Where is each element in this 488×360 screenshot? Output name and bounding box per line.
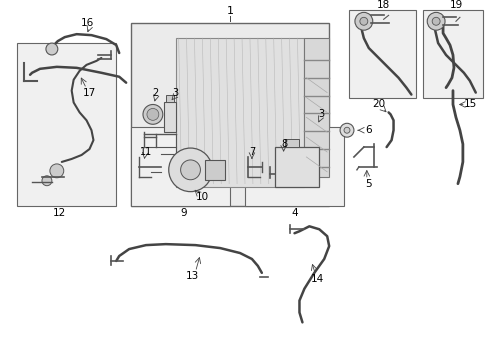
Text: 10: 10 [196, 192, 208, 202]
Text: 7: 7 [248, 147, 255, 157]
Bar [348, 10, 415, 98]
Circle shape [147, 108, 159, 120]
Text: 5: 5 [365, 179, 371, 189]
Text: 1: 1 [226, 6, 233, 17]
Circle shape [180, 160, 200, 180]
Text: 19: 19 [448, 0, 462, 10]
Bar [205, 160, 225, 180]
Bar [423, 10, 482, 98]
Text: 11: 11 [140, 147, 152, 157]
Text: 17: 17 [82, 87, 96, 98]
Bar [175, 38, 304, 187]
Bar [274, 147, 319, 187]
Bar [17, 43, 116, 207]
Text: 3: 3 [172, 87, 179, 98]
Text: 6: 6 [365, 125, 371, 135]
Text: 16: 16 [81, 18, 94, 28]
Bar [131, 127, 230, 207]
Text: 9: 9 [180, 208, 186, 219]
Bar [165, 95, 173, 103]
Bar [163, 103, 175, 132]
Circle shape [427, 12, 444, 30]
Text: 20: 20 [371, 99, 385, 109]
Text: 12: 12 [53, 208, 66, 219]
Circle shape [339, 123, 353, 137]
Circle shape [46, 43, 58, 55]
Text: 14: 14 [310, 274, 323, 284]
Circle shape [359, 17, 367, 25]
Circle shape [168, 148, 212, 192]
Text: 18: 18 [376, 0, 389, 10]
Bar [304, 38, 328, 177]
Bar [284, 139, 299, 147]
Text: 2: 2 [152, 87, 159, 98]
Circle shape [431, 17, 439, 25]
Circle shape [354, 12, 372, 30]
Circle shape [50, 164, 63, 178]
Text: 8: 8 [281, 139, 287, 149]
Text: 4: 4 [291, 208, 297, 219]
Text: 15: 15 [463, 99, 476, 109]
Bar [131, 23, 328, 207]
Text: 3: 3 [318, 109, 324, 120]
Circle shape [344, 127, 349, 133]
Text: 13: 13 [185, 271, 199, 281]
Circle shape [142, 104, 163, 124]
Circle shape [42, 176, 52, 186]
Bar [244, 127, 344, 207]
